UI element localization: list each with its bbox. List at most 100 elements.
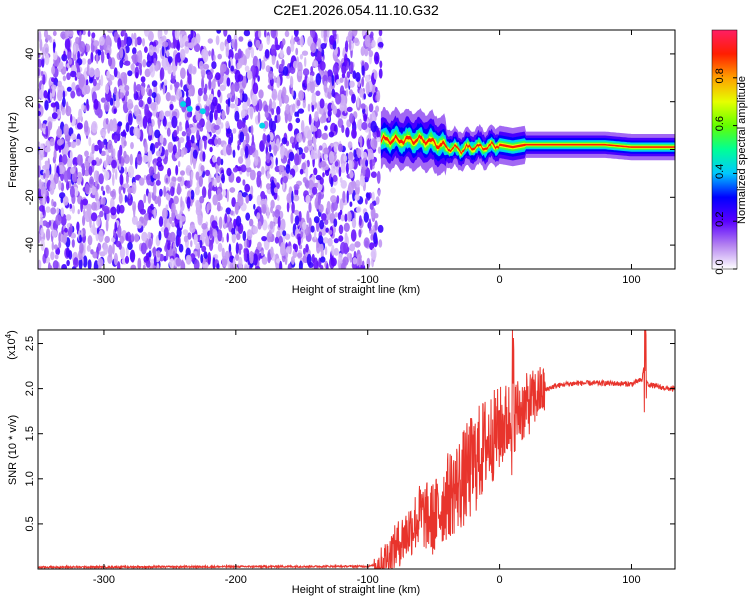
- spectrogram-noise-cell: [81, 103, 85, 111]
- spectrogram-noise-cell: [163, 30, 168, 36]
- spectrogram-noise-cell: [252, 226, 258, 234]
- spectrogram-noise-cell: [232, 149, 236, 158]
- spectrogram-noise-cell: [125, 247, 129, 257]
- spectrogram-noise-cell: [90, 212, 98, 222]
- spectrogram-noise-cell: [179, 48, 186, 61]
- spectrogram-noise-cell: [255, 149, 259, 160]
- spectrogram-noise-cell: [226, 232, 229, 243]
- spectrogram-noise-cell: [262, 219, 268, 231]
- spectrogram-noise-cell: [82, 215, 86, 227]
- spectrogram-noise-cell: [314, 60, 319, 68]
- spectrogram-noise-cell: [330, 257, 337, 267]
- spectrogram-noise-cell: [197, 214, 203, 226]
- spectrogram-noise-cell: [247, 41, 253, 48]
- spectrogram-noise-cell: [88, 67, 95, 78]
- spectrogram-noise-cell: [377, 189, 381, 197]
- spectrogram-noise-cell: [100, 74, 104, 87]
- spectrogram-noise-cell: [91, 121, 98, 134]
- spectrogram-noise-cell: [349, 253, 352, 263]
- spectrogram-noise-peak: [199, 108, 206, 115]
- spectrogram-noise-cell: [163, 79, 168, 86]
- spectrogram-noise-cell: [76, 154, 83, 166]
- spectrogram-noise-cell: [194, 186, 200, 196]
- spectrogram-noise-cell: [108, 56, 112, 67]
- spectrogram-noise-cell: [307, 179, 314, 190]
- spectrogram-noise-cell: [343, 155, 348, 162]
- spectrogram-noise-cell: [153, 207, 157, 220]
- spectrogram-noise-cell: [244, 183, 251, 193]
- spectrogram-noise-cell: [144, 141, 148, 154]
- spectrogram-noise-cell: [61, 53, 68, 62]
- spectrogram-noise-cell: [187, 232, 192, 240]
- spectrogram-noise-cell: [296, 132, 303, 143]
- spectrogram-noise-cell: [129, 153, 133, 166]
- spectrogram-noise-cell: [308, 262, 314, 268]
- spectrogram-noise-cell: [185, 127, 192, 137]
- spectrogram-noise-cell: [282, 66, 289, 76]
- spectrogram-noise-cell: [199, 138, 203, 152]
- spectrogram-noise-cell: [282, 86, 287, 98]
- spectrogram-noise-cell: [43, 43, 49, 56]
- spectrogram-noise-cell: [223, 30, 228, 37]
- spectrogram-noise-cell: [45, 168, 50, 179]
- spectrogram-noise-cell: [231, 227, 235, 235]
- spectrogram-noise-cell: [371, 39, 376, 48]
- spectrogram-noise-cell: [353, 37, 359, 44]
- spectrogram-noise-cell: [235, 176, 241, 184]
- spectrogram-noise-cell: [60, 196, 64, 204]
- spectrogram-noise-cell: [270, 44, 277, 56]
- spectrogram-noise-cell: [119, 59, 124, 69]
- spectrogram-noise-cell: [177, 176, 183, 182]
- spectrogram-noise-cell: [301, 50, 309, 56]
- spectrogram-noise-cell: [342, 190, 346, 204]
- spectrogram-noise-cell: [167, 242, 171, 251]
- spectrogram-noise-cell: [169, 181, 176, 189]
- spectrogram-noise-cell: [155, 179, 161, 186]
- spectrogram-noise-cell: [282, 230, 287, 237]
- spectrogram-noise-cell: [207, 202, 212, 211]
- spectrogram-noise-cell: [292, 60, 298, 69]
- spectrogram-noise-cell: [221, 63, 227, 73]
- spectrogram-noise-cell: [180, 149, 185, 158]
- spectrogram-noise-cell: [289, 136, 295, 145]
- spectrogram-noise-cell: [103, 101, 110, 112]
- spectrogram-noise-cell: [351, 218, 357, 229]
- spectrogram-noise-cell: [348, 181, 354, 195]
- spectrogram-noise-cell: [200, 253, 204, 264]
- spectrogram-noise-cell: [71, 81, 76, 92]
- spectrogram-noise-cell: [371, 138, 378, 150]
- spectrogram-noise-cell: [135, 72, 139, 79]
- spectrogram-noise-cell: [185, 247, 191, 257]
- spectrogram-noise-cell: [113, 31, 119, 43]
- spectrogram-noise-cell: [70, 113, 73, 123]
- spectrogram-noise-cell: [148, 250, 152, 258]
- spectrogram-noise-cell: [277, 215, 281, 228]
- y-tick-label: 20: [24, 96, 36, 108]
- spectrogram-noise-cell: [377, 146, 381, 154]
- spectrogram-noise-cell: [42, 193, 46, 207]
- spectrogram-noise-cell: [243, 55, 247, 66]
- spectrogram-noise-cell: [232, 128, 237, 134]
- colorbar-ticks: 0.0 0.2 0.4 0.6 0.8: [714, 68, 737, 275]
- snr-series-line: [38, 330, 675, 569]
- spectrogram-noise-cell: [198, 119, 205, 126]
- spectrogram-noise-cell: [133, 104, 140, 117]
- spectrogram-noise-cell: [265, 65, 271, 73]
- spectrogram-noise-cell: [156, 262, 160, 269]
- spectrogram-noise-cell: [210, 93, 214, 101]
- spectrogram-noise-cell: [236, 233, 241, 241]
- spectrogram-noise-cell: [287, 122, 293, 132]
- spectrogram-noise-cell: [50, 251, 55, 261]
- spectrogram-noise-cell: [150, 143, 153, 151]
- spectrogram-noise-cell: [71, 239, 75, 248]
- spectrogram-noise-cell: [152, 173, 159, 179]
- spectrogram-noise-cell: [130, 264, 137, 269]
- spectrogram-noise-cell: [234, 52, 240, 61]
- spectrogram-noise-cell: [366, 192, 371, 201]
- snr-scale-label: (x104): [4, 330, 18, 360]
- spectrogram-noise-cell: [378, 68, 383, 79]
- spectrogram-noise-cell: [151, 92, 157, 99]
- spectrogram-noise-cell: [243, 263, 248, 269]
- spectrogram-noise-cell: [213, 124, 220, 131]
- spectrogram-noise-cell: [178, 125, 183, 132]
